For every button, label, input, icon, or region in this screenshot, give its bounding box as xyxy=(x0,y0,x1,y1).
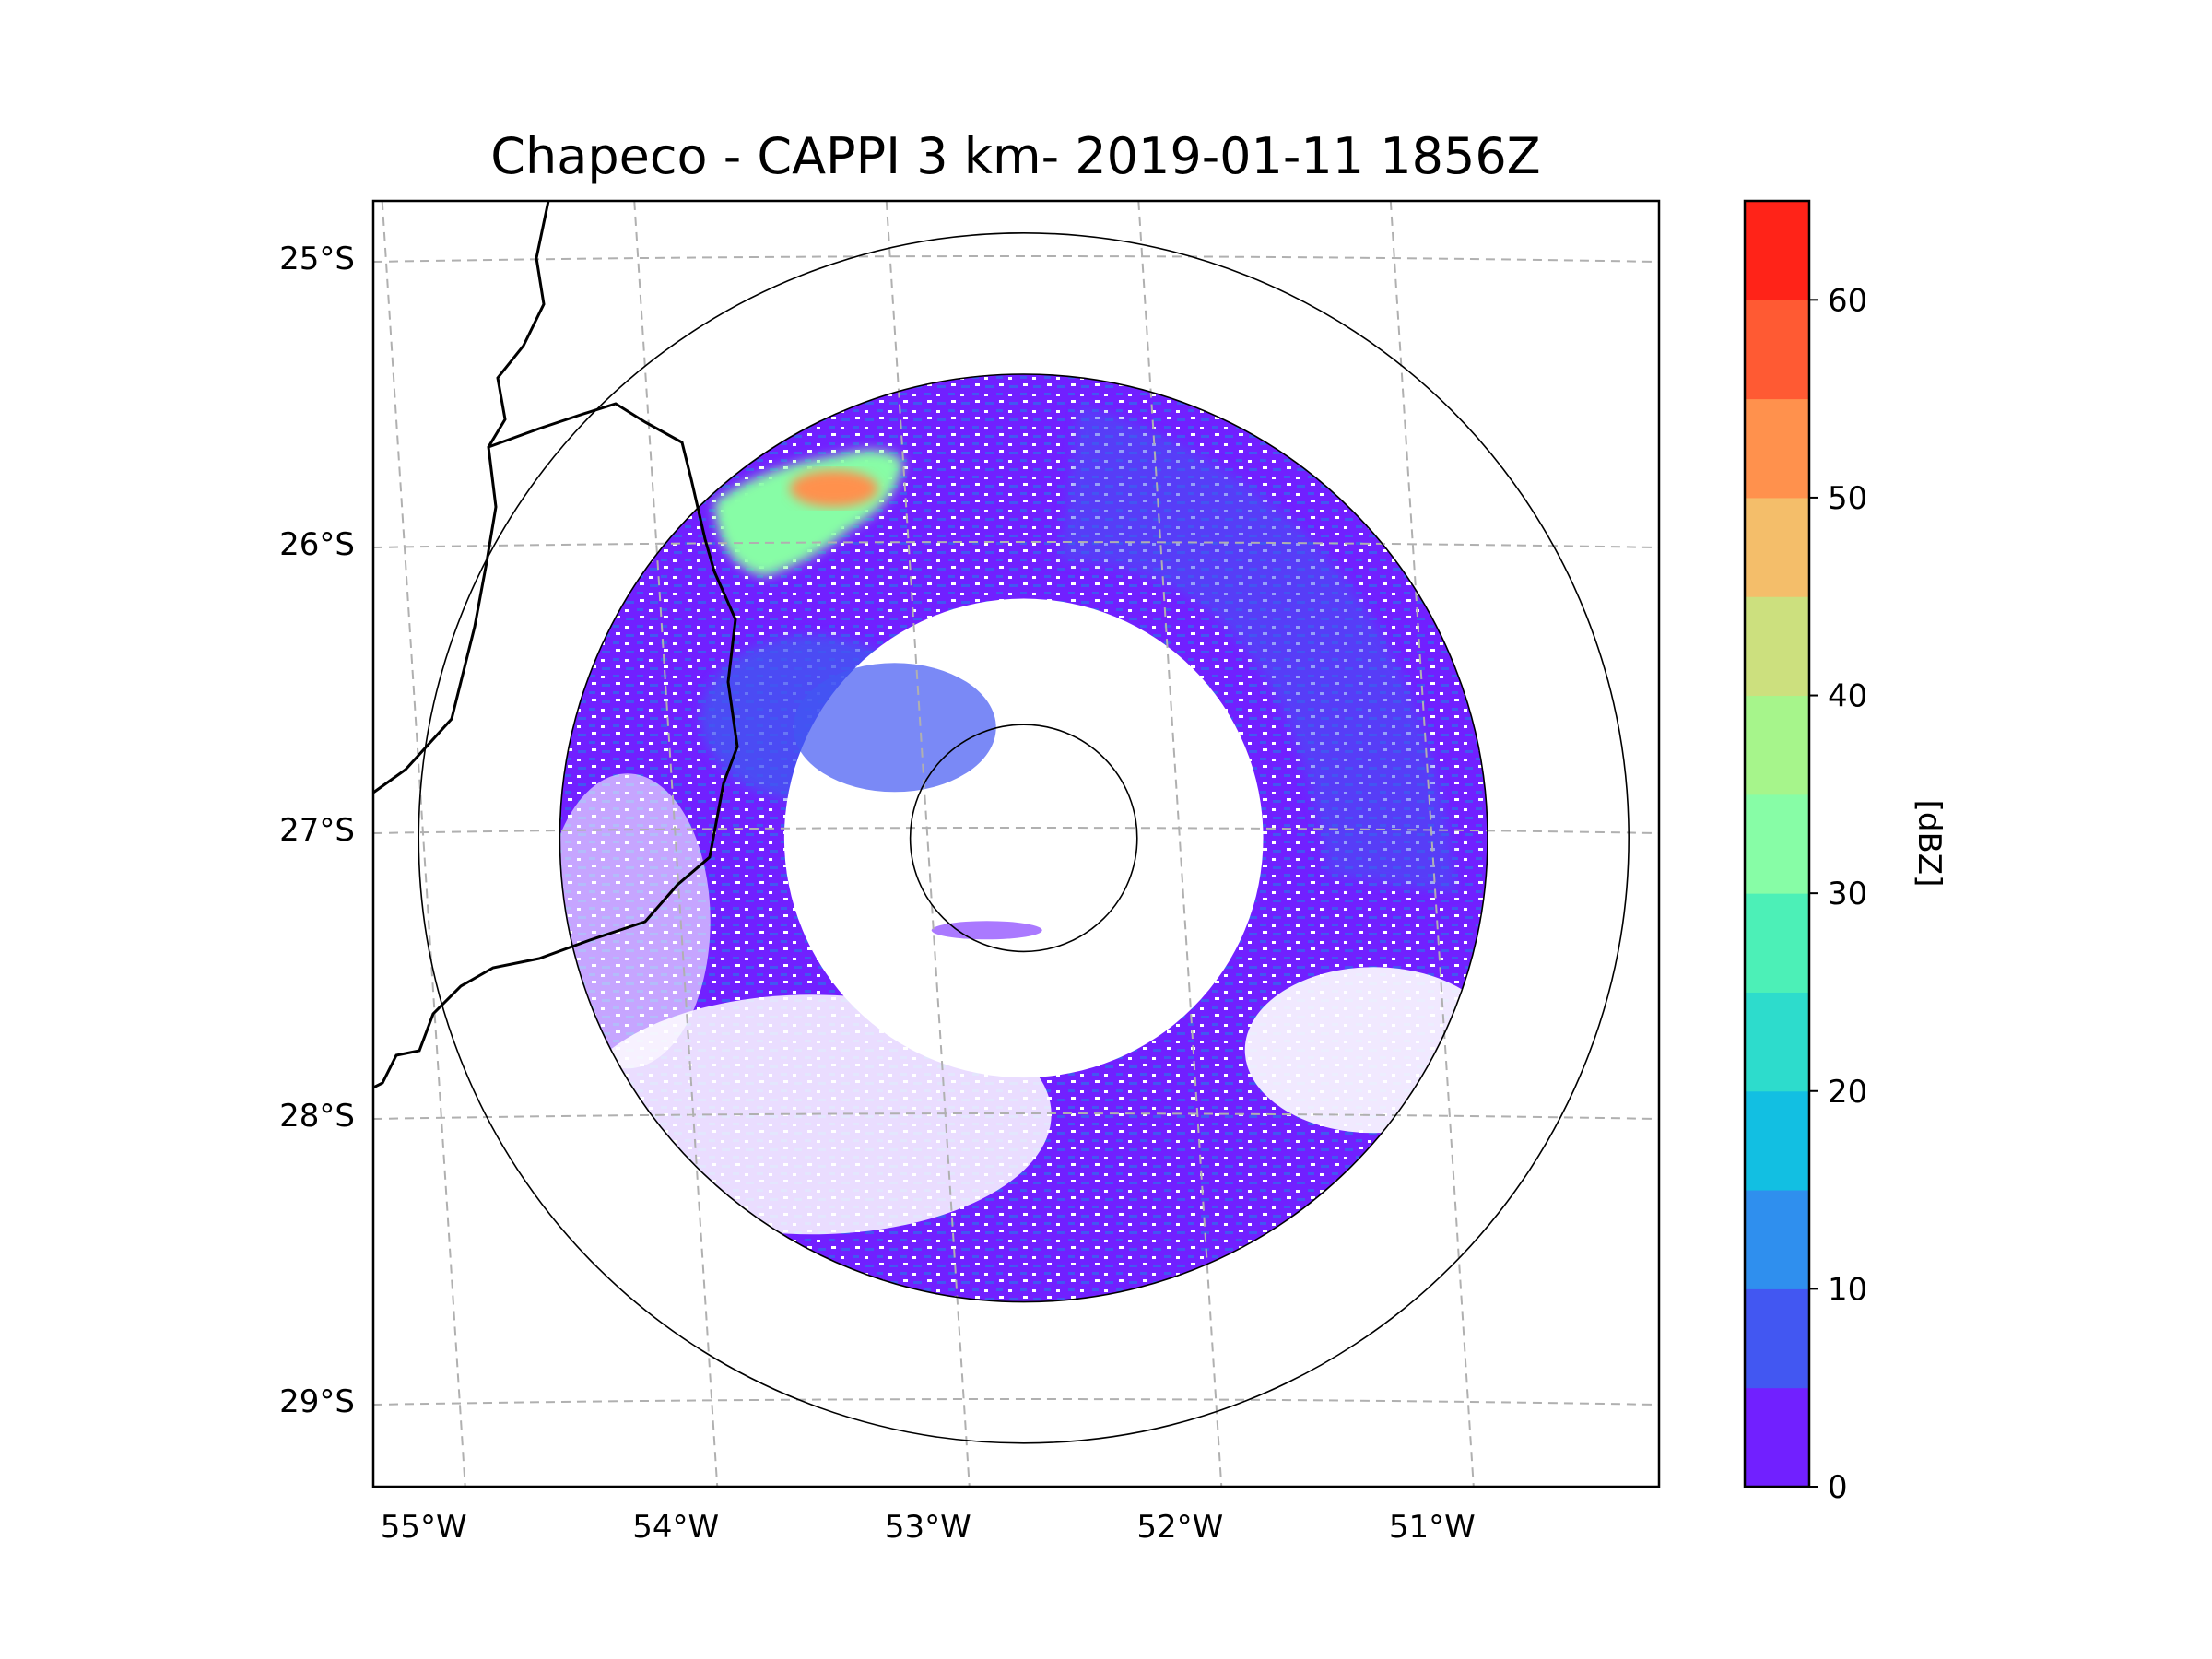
range-ring-outer xyxy=(418,232,1630,1444)
colorbar-tick-label: 60 xyxy=(1828,282,1867,319)
lat-tick-label: 25°S xyxy=(279,241,355,277)
colorbar-level xyxy=(1745,695,1809,795)
gridline-lon xyxy=(381,201,466,1487)
chart-title: Chapeco - CAPPI 3 km- 2019-01-11 1856Z xyxy=(490,127,1540,185)
colorbar-level xyxy=(1745,893,1809,993)
colorbar-level xyxy=(1745,992,1809,1092)
colorbar-levels xyxy=(1745,201,1809,1488)
lat-tick-label: 26°S xyxy=(279,526,355,563)
colorbar-tick-label: 20 xyxy=(1828,1074,1867,1111)
lon-tick-label: 51°W xyxy=(1389,1509,1476,1546)
lon-tick-label: 55°W xyxy=(381,1509,467,1546)
colorbar-tick-label: 30 xyxy=(1828,876,1867,912)
gridline-lat xyxy=(373,1398,1659,1406)
lat-tick-label: 28°S xyxy=(279,1098,355,1135)
country-border-line xyxy=(373,201,550,794)
lon-tick-label: 52°W xyxy=(1136,1509,1223,1546)
range-ring-inner xyxy=(909,724,1138,953)
lon-tick-label: 54°W xyxy=(632,1509,719,1546)
colorbar-level xyxy=(1745,1387,1809,1488)
colorbar: 0 10 20 30 40 50 60 [dBZ] xyxy=(1743,199,1947,1506)
state-border-line xyxy=(373,402,739,1089)
gridline-lat xyxy=(373,827,1659,834)
gridline-lat xyxy=(373,541,1659,548)
inner-echo-speckle xyxy=(931,921,1042,940)
lat-tick-label: 27°S xyxy=(279,812,355,849)
radar-echo-layer xyxy=(544,374,1503,1302)
colorbar-level xyxy=(1745,497,1809,597)
colorbar-tick-label: 40 xyxy=(1828,678,1867,715)
colorbar-level xyxy=(1745,398,1809,499)
echo-annulus xyxy=(544,374,1503,1302)
colorbar-level xyxy=(1745,1190,1809,1289)
colorbar-tick-label: 10 xyxy=(1828,1271,1867,1308)
colorbar-level xyxy=(1745,794,1809,894)
map-frame xyxy=(371,199,1661,1488)
echo-gap xyxy=(544,773,711,1069)
northeast-moderate-band xyxy=(1060,405,1457,894)
colorbar-ticks: 0 10 20 30 40 50 60 xyxy=(1809,282,1867,1506)
range-ring-middle xyxy=(559,373,1488,1303)
colorbar-level xyxy=(1745,300,1809,400)
gridline-lon xyxy=(1389,201,1475,1487)
colorbar-level xyxy=(1745,596,1809,697)
lon-tick-label: 53°W xyxy=(885,1509,971,1546)
gridline-lat xyxy=(373,255,1659,263)
colorbar-label: [dBZ] xyxy=(1911,800,1947,888)
colorbar-tick-label: 50 xyxy=(1828,480,1867,517)
political-boundaries xyxy=(373,201,739,1089)
longitude-tick-labels: 55°W 54°W 53°W 52°W 51°W xyxy=(381,1509,1476,1546)
colorbar-level xyxy=(1745,201,1809,300)
gridline-lon xyxy=(885,201,971,1487)
map-axes xyxy=(371,199,1661,1488)
gridline-lon xyxy=(633,201,719,1487)
colorbar-tick-label: 0 xyxy=(1828,1469,1848,1506)
gridline-lon xyxy=(1137,201,1223,1487)
colorbar-level xyxy=(1745,1090,1809,1191)
colorbar-level xyxy=(1745,1288,1809,1389)
echo-gap xyxy=(571,994,1052,1235)
lat-tick-label: 29°S xyxy=(279,1383,355,1420)
northwest-core xyxy=(790,470,878,507)
colorbar-frame xyxy=(1743,199,1811,1488)
graticule xyxy=(373,201,1659,1487)
inner-echo-patch xyxy=(793,663,996,793)
latitude-tick-labels: 25°S 26°S 27°S 28°S 29°S xyxy=(279,241,355,1420)
echo-gap xyxy=(1244,967,1503,1134)
gridline-lat xyxy=(373,1112,1659,1120)
